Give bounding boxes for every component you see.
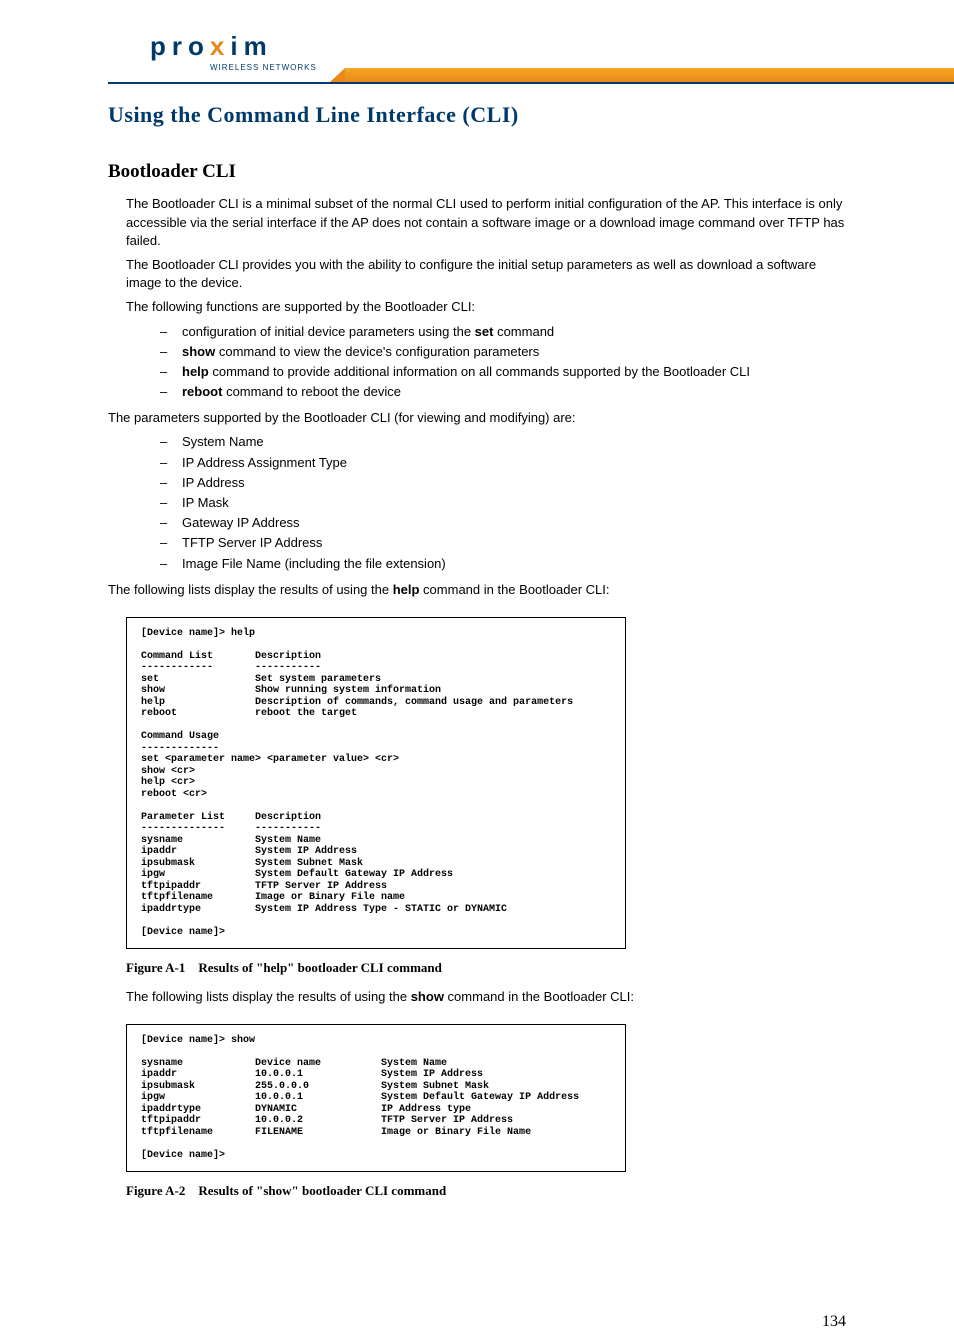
page-header: proxim WIRELESS NETWORKS: [0, 0, 954, 85]
list-item: help command to provide additional infor…: [160, 363, 846, 381]
params-intro: The parameters supported by the Bootload…: [108, 409, 846, 427]
logo-text-2: im: [230, 31, 272, 61]
list-item: show command to view the device's config…: [160, 343, 846, 361]
logo-text-x: x: [210, 31, 230, 61]
list-item: reboot command to reboot the device: [160, 383, 846, 401]
section-title: Bootloader CLI: [108, 159, 846, 186]
logo-text-1: pro: [150, 31, 210, 61]
terminal-show-output: [Device name]> show sysname Device name …: [126, 1024, 626, 1173]
brand-logo: proxim WIRELESS NETWORKS: [150, 28, 317, 74]
page-number: 134: [0, 1311, 954, 1333]
help-intro: The following lists display the results …: [108, 581, 846, 599]
intro-paragraph-1: The Bootloader CLI is a minimal subset o…: [126, 195, 846, 250]
params-list: System Name IP Address Assignment Type I…: [160, 433, 846, 572]
list-item: Gateway IP Address: [160, 514, 846, 532]
list-item: Image File Name (including the file exte…: [160, 555, 846, 573]
list-item: TFTP Server IP Address: [160, 534, 846, 552]
list-item: configuration of initial device paramete…: [160, 323, 846, 341]
intro-paragraph-3: The following functions are supported by…: [126, 298, 846, 316]
list-item: IP Address: [160, 474, 846, 492]
logo-subtext: WIRELESS NETWORKS: [210, 62, 317, 73]
intro-paragraph-2: The Bootloader CLI provides you with the…: [126, 256, 846, 292]
figure-1-caption: Figure A-1 Results of "help" bootloader …: [126, 959, 846, 977]
header-accent-triangle: [330, 68, 345, 82]
list-item: IP Address Assignment Type: [160, 454, 846, 472]
list-item: System Name: [160, 433, 846, 451]
list-item: IP Mask: [160, 494, 846, 512]
figure-2-caption: Figure A-2 Results of "show" bootloader …: [126, 1182, 846, 1200]
page-content: Using the Command Line Interface (CLI) B…: [0, 100, 954, 1251]
show-intro: The following lists display the results …: [126, 988, 846, 1006]
header-underline: [108, 82, 954, 84]
header-accent-bar: [345, 68, 954, 82]
terminal-help-output: [Device name]> help Command List Descrip…: [126, 617, 626, 950]
functions-list: configuration of initial device paramete…: [160, 323, 846, 402]
page-title: Using the Command Line Interface (CLI): [108, 100, 846, 131]
